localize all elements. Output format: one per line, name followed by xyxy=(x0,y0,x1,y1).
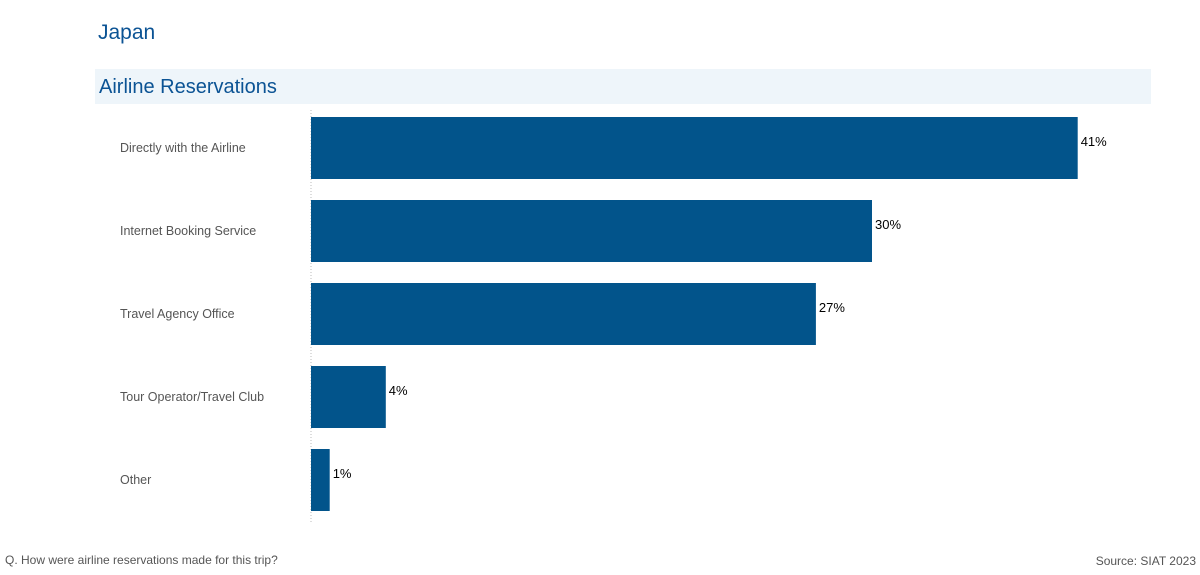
country-title: Japan xyxy=(98,21,156,44)
bar xyxy=(311,200,872,262)
category-label: Travel Agency Office xyxy=(120,307,235,321)
source-note: Source: SIAT 2023 xyxy=(1095,554,1196,568)
category-label: Directly with the Airline xyxy=(120,141,246,155)
bar xyxy=(311,283,816,345)
bar xyxy=(311,117,1078,179)
value-label: 27% xyxy=(819,300,845,315)
section-title: Airline Reservations xyxy=(99,76,277,98)
category-label: Tour Operator/Travel Club xyxy=(120,390,264,404)
bars-group: Directly with the Airline 41% Internet Boo… xyxy=(120,117,1107,511)
category-label: Internet Booking Service xyxy=(120,224,256,238)
value-label: 1% xyxy=(333,466,352,481)
category-label: Other xyxy=(120,473,151,487)
section-header: Airline Reservations xyxy=(95,69,1151,104)
value-label: 41% xyxy=(1081,134,1107,149)
question-note: Q. How were airline reservations made fo… xyxy=(5,553,278,567)
value-label: 30% xyxy=(875,217,901,232)
value-label: 4% xyxy=(389,383,408,398)
bar xyxy=(311,449,330,511)
bar xyxy=(311,366,386,428)
